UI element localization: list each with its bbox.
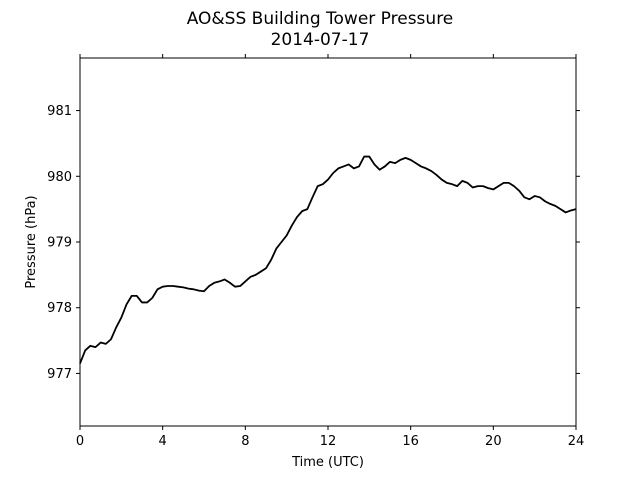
y-axis-label: Pressure (hPa) (24, 195, 39, 288)
y-tick-label: 980 (47, 170, 72, 185)
x-tick-label: 0 (76, 434, 84, 449)
x-tick-label: 4 (159, 434, 167, 449)
x-tick-label: 12 (320, 434, 337, 449)
x-tick-label: 16 (402, 434, 419, 449)
plot-frame (79, 57, 577, 427)
chart-title: AO&SS Building Tower Pressure (187, 9, 454, 29)
x-tick-label: 8 (241, 434, 249, 449)
y-tick-label: 981 (47, 104, 72, 119)
y-tick-label: 979 (47, 236, 72, 251)
x-tick-label: 24 (568, 434, 585, 449)
chart-subtitle: 2014-07-17 (271, 30, 370, 50)
y-tick-label: 977 (47, 367, 72, 382)
x-axis-label: Time (UTC) (291, 455, 364, 470)
axis-ticks: 0 4 8 12 16 20 24 977 978 979 980 981 (47, 54, 584, 449)
x-tick-label: 20 (485, 434, 502, 449)
y-tick-label: 978 (47, 301, 72, 316)
pressure-series-line (79, 155, 577, 364)
